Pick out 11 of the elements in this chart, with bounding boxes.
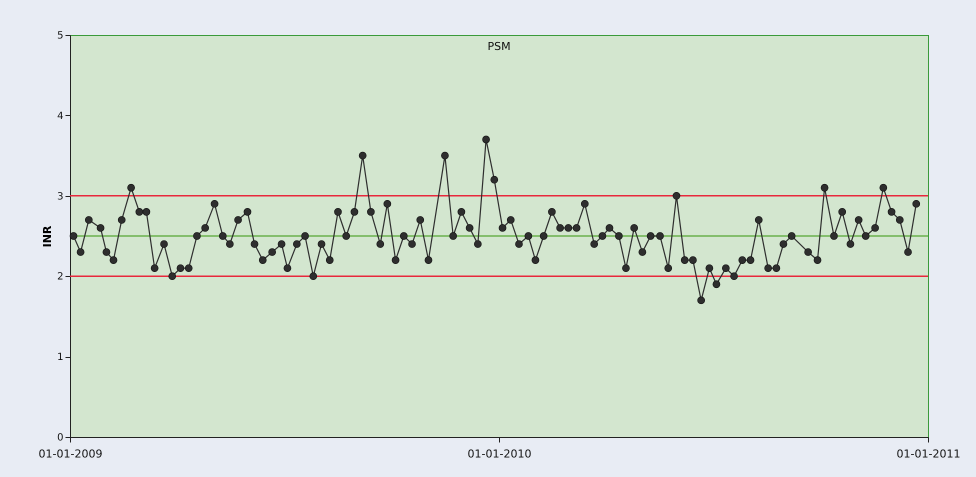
y-tick-label: 3	[57, 191, 64, 202]
x-tick-label: 01-01-2011	[896, 448, 960, 460]
y-axis-title: INR	[41, 225, 54, 248]
x-tick-label: 01-01-2009	[38, 448, 102, 460]
y-tick-label: 2	[57, 272, 64, 283]
y-tick-label: 4	[57, 110, 64, 122]
text: PSM	[487, 40, 511, 53]
y-tick-label: 1	[57, 352, 64, 364]
x-tick-label: 01-01-2010	[468, 448, 532, 460]
y-tick-label: 0	[57, 432, 64, 444]
y-tick-label: 5	[57, 30, 64, 42]
